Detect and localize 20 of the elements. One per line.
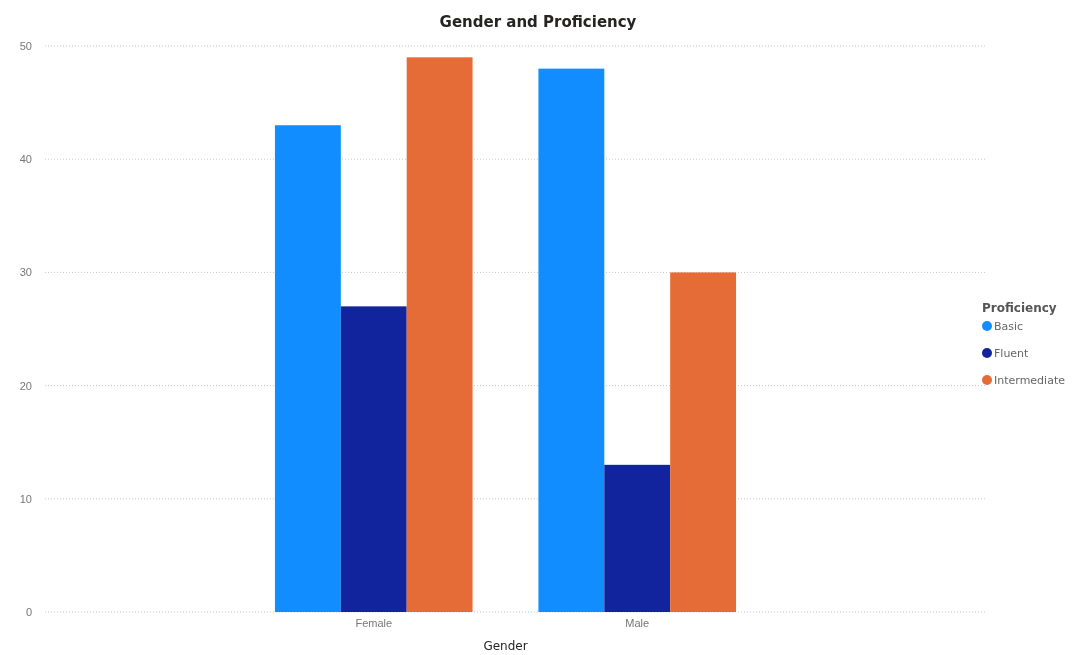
bar (274, 125, 341, 612)
bar (538, 68, 605, 612)
legend-title: Proficiency (982, 301, 1057, 315)
bar (340, 306, 407, 612)
bar (406, 57, 473, 612)
y-tick-label: 0 (25, 606, 32, 619)
chart-title: Gender and Proficiency (439, 13, 637, 31)
bar (670, 272, 737, 612)
y-tick-label: 50 (19, 40, 32, 53)
bar (604, 464, 671, 612)
y-tick-label: 20 (19, 379, 32, 392)
legend-label: Basic (994, 320, 1024, 333)
y-tick-label: 10 (19, 492, 32, 505)
y-tick-label: 30 (19, 266, 32, 279)
legend-label: Fluent (994, 347, 1030, 360)
y-tick-label: 40 (19, 153, 32, 166)
x-axis-title: Gender (483, 639, 528, 653)
x-tick-label: Male (625, 616, 650, 629)
legend-label: Intermediate (994, 374, 1066, 387)
x-tick-label: Female (355, 616, 393, 629)
